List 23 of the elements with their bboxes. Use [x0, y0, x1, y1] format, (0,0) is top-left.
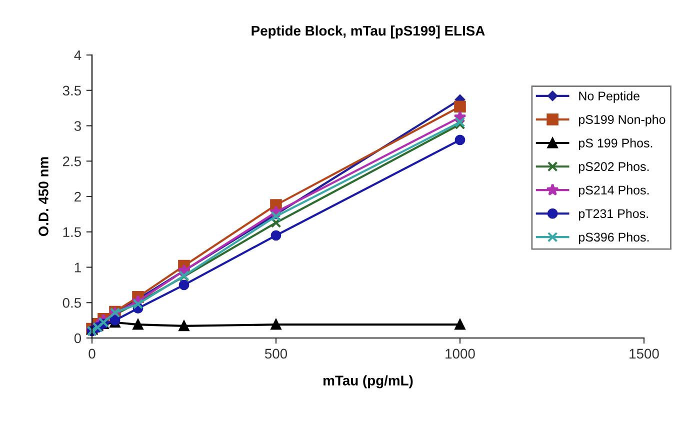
- x-tick-label: 1000: [446, 348, 475, 359]
- y-tick-label: 0: [74, 333, 82, 344]
- y-tick-label: 1.5: [63, 227, 82, 238]
- x-tick-label: 1500: [630, 348, 659, 359]
- y-tick-label: 3: [74, 121, 81, 131]
- y-axis-title: O.D. 450 nm: [38, 157, 48, 236]
- legend-label: No Peptide: [579, 91, 640, 103]
- x-axis-title: mTau (pg/mL): [324, 375, 413, 388]
- legend-label: pS 199 Phos.: [578, 138, 652, 150]
- legend-label: pS202 Phos.: [578, 162, 649, 174]
- x-tick-label: 0: [88, 348, 96, 359]
- y-tick-label: 2.5: [62, 156, 82, 166]
- legend-label: pS214 Phos.: [578, 185, 649, 198]
- y-tick-label: 1: [74, 262, 81, 272]
- y-tick-label: 4: [74, 50, 82, 60]
- chart-title: Peptide Block, mTau [pS199] ELISA: [252, 25, 485, 38]
- y-tick-label: 2: [74, 192, 81, 202]
- legend-label: pS396 Phos.: [578, 232, 649, 244]
- x-tick-label: 500: [264, 348, 288, 359]
- y-tick-label: 0.5: [62, 298, 82, 308]
- legend-label: pS199 Non-pho: [578, 114, 666, 126]
- y-tick-label: 3.5: [62, 86, 82, 96]
- legend-label: pT231 Phos.: [578, 208, 648, 221]
